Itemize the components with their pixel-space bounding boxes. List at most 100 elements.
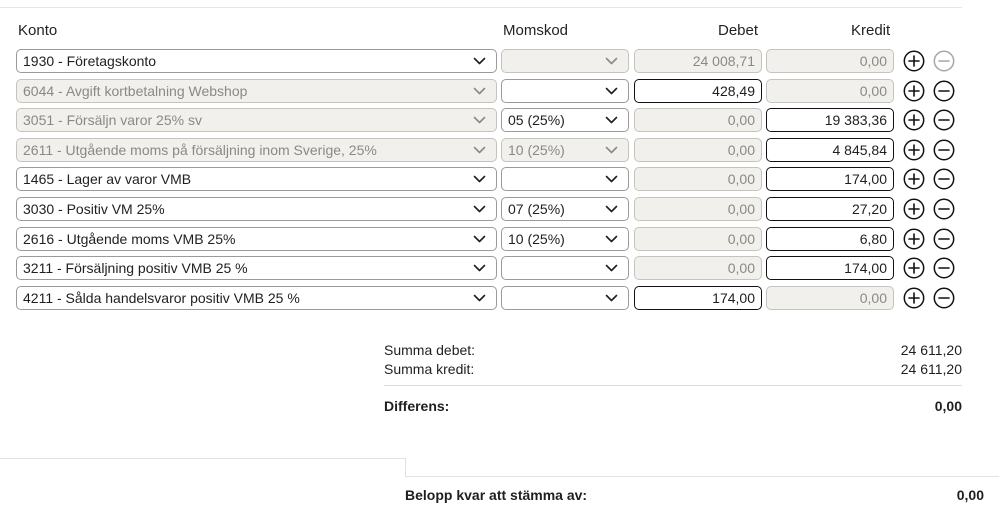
chevron-down-icon [605,146,618,154]
konto-select[interactable]: 4211 - Sålda handelsvaror positiv VMB 25… [16,285,497,310]
remove-row-button[interactable] [933,168,955,190]
belopp-kvar-label: Belopp kvar att stämma av: [405,487,588,503]
chevron-down-icon [605,294,618,302]
chevron-down-icon [473,264,486,272]
add-row-button[interactable] [903,168,925,190]
table-row: 1930 - Företagskonto 24 008,71 0,00 [0,49,999,75]
plus-circle-icon [903,139,925,161]
kredit-input: 0,00 [766,49,894,73]
chevron-down-icon [473,235,486,242]
momskod-select[interactable]: 10 (25%) [501,226,629,251]
panel-divider-vertical [405,458,406,477]
minus-circle-icon [933,109,955,131]
konto-select[interactable]: 3030 - Positiv VM 25% [16,197,497,221]
table-row: 1465 - Lager av varor VMB 0,00 174,00 [0,167,999,193]
add-row-button[interactable] [903,139,925,161]
momskod-select [501,49,629,73]
remove-row-button[interactable] [933,228,955,250]
konto-value: 1465 - Lager av varor VMB [23,171,192,188]
top-divider [0,7,962,8]
add-row-button[interactable] [903,50,925,72]
kredit-input[interactable]: 174,00 [766,167,894,192]
debet-input[interactable]: 428,49 [634,78,762,103]
minus-circle-icon [933,287,955,309]
summary-divider [384,385,962,386]
momskod-select[interactable]: 05 (25%) [501,108,629,133]
header-momskod: Momskod [503,22,569,39]
add-row-button[interactable] [903,228,925,250]
konto-select[interactable]: 3211 - Försäljning positiv VMB 25 % [16,256,497,281]
plus-circle-icon [903,50,925,72]
footer-divider [405,476,999,477]
remove-row-button[interactable] [933,287,955,309]
minus-circle-icon [933,139,955,161]
momskod-select[interactable] [501,285,629,310]
momskod-select[interactable] [501,78,629,103]
konto-select[interactable]: 2616 - Utgående moms VMB 25% [16,226,497,251]
konto-value: 2616 - Utgående moms VMB 25% [23,230,236,247]
plus-circle-icon [903,109,925,131]
table-row: 2611 - Utgående moms på försäljning inom… [0,137,999,164]
summa-debet-label: Summa debet: [384,342,476,358]
minus-circle-icon [933,50,955,72]
debet-input: 0,00 [634,197,762,221]
table-row: 3030 - Positiv VM 25% 07 (25%) 0,00 27,20 [0,197,999,223]
remove-row-button[interactable] [933,80,955,102]
remove-row-button[interactable] [933,139,955,161]
minus-circle-icon [933,228,955,250]
chevron-down-icon [473,87,486,94]
chevron-down-icon [473,176,486,183]
chevron-down-icon [473,205,486,213]
debet-input: 24 008,71 [634,49,762,73]
add-row-button[interactable] [903,109,925,131]
chevron-down-icon [473,116,486,124]
plus-circle-icon [903,257,925,279]
kredit-input: 0,00 [766,78,894,103]
konto-select[interactable]: 1930 - Företagskonto [16,49,497,73]
remove-row-button[interactable] [933,109,955,131]
add-row-button[interactable] [903,80,925,102]
debet-input: 0,00 [634,256,762,281]
konto-select: 3051 - Försäljn varor 25% sv [16,108,497,133]
debet-input[interactable]: 174,00 [634,285,762,310]
konto-select[interactable]: 1465 - Lager av varor VMB [16,167,497,192]
konto-value: 6044 - Avgift kortbetalning Webshop [23,82,248,99]
remove-row-button[interactable] [933,198,955,220]
chevron-down-icon [605,116,618,124]
belopp-kvar-value: 0,00 [956,487,984,503]
chevron-down-icon [605,205,618,213]
chevron-down-icon [473,57,486,65]
chevron-down-icon [473,294,486,302]
chevron-down-icon [605,87,618,94]
chevron-down-icon [473,146,486,154]
remove-row-button[interactable] [933,257,955,279]
momskod-select: 10 (25%) [501,137,629,162]
momskod-select[interactable] [501,256,629,281]
konto-value: 2611 - Utgående moms på försäljning inom… [23,141,377,158]
differens-value: 0,00 [934,398,962,414]
table-row: 2616 - Utgående moms VMB 25% 10 (25%) 0,00… [0,226,999,253]
momskod-select[interactable]: 07 (25%) [501,197,629,221]
plus-circle-icon [903,198,925,220]
summa-kredit-label: Summa kredit: [384,361,475,377]
momskod-value: 07 (25%) [508,201,565,217]
panel-divider [0,458,405,459]
kredit-input[interactable]: 19 383,36 [766,108,894,133]
add-row-button[interactable] [903,257,925,279]
add-row-button[interactable] [903,287,925,309]
kredit-input[interactable]: 174,00 [766,256,894,281]
header-debet: Debet [718,22,759,39]
momskod-select[interactable] [501,167,629,192]
minus-circle-icon [933,198,955,220]
minus-circle-icon [933,80,955,102]
chevron-down-icon [605,264,618,272]
kredit-input[interactable]: 27,20 [766,197,894,221]
momskod-value: 05 (25%) [508,112,565,129]
minus-circle-icon [933,257,955,279]
debet-input: 0,00 [634,226,762,251]
header-konto: Konto [18,22,58,39]
kredit-input[interactable]: 6,80 [766,226,894,251]
kredit-input[interactable]: 4 845,84 [766,137,894,162]
add-row-button[interactable] [903,198,925,220]
summa-debet-value: 24 611,20 [900,342,962,358]
